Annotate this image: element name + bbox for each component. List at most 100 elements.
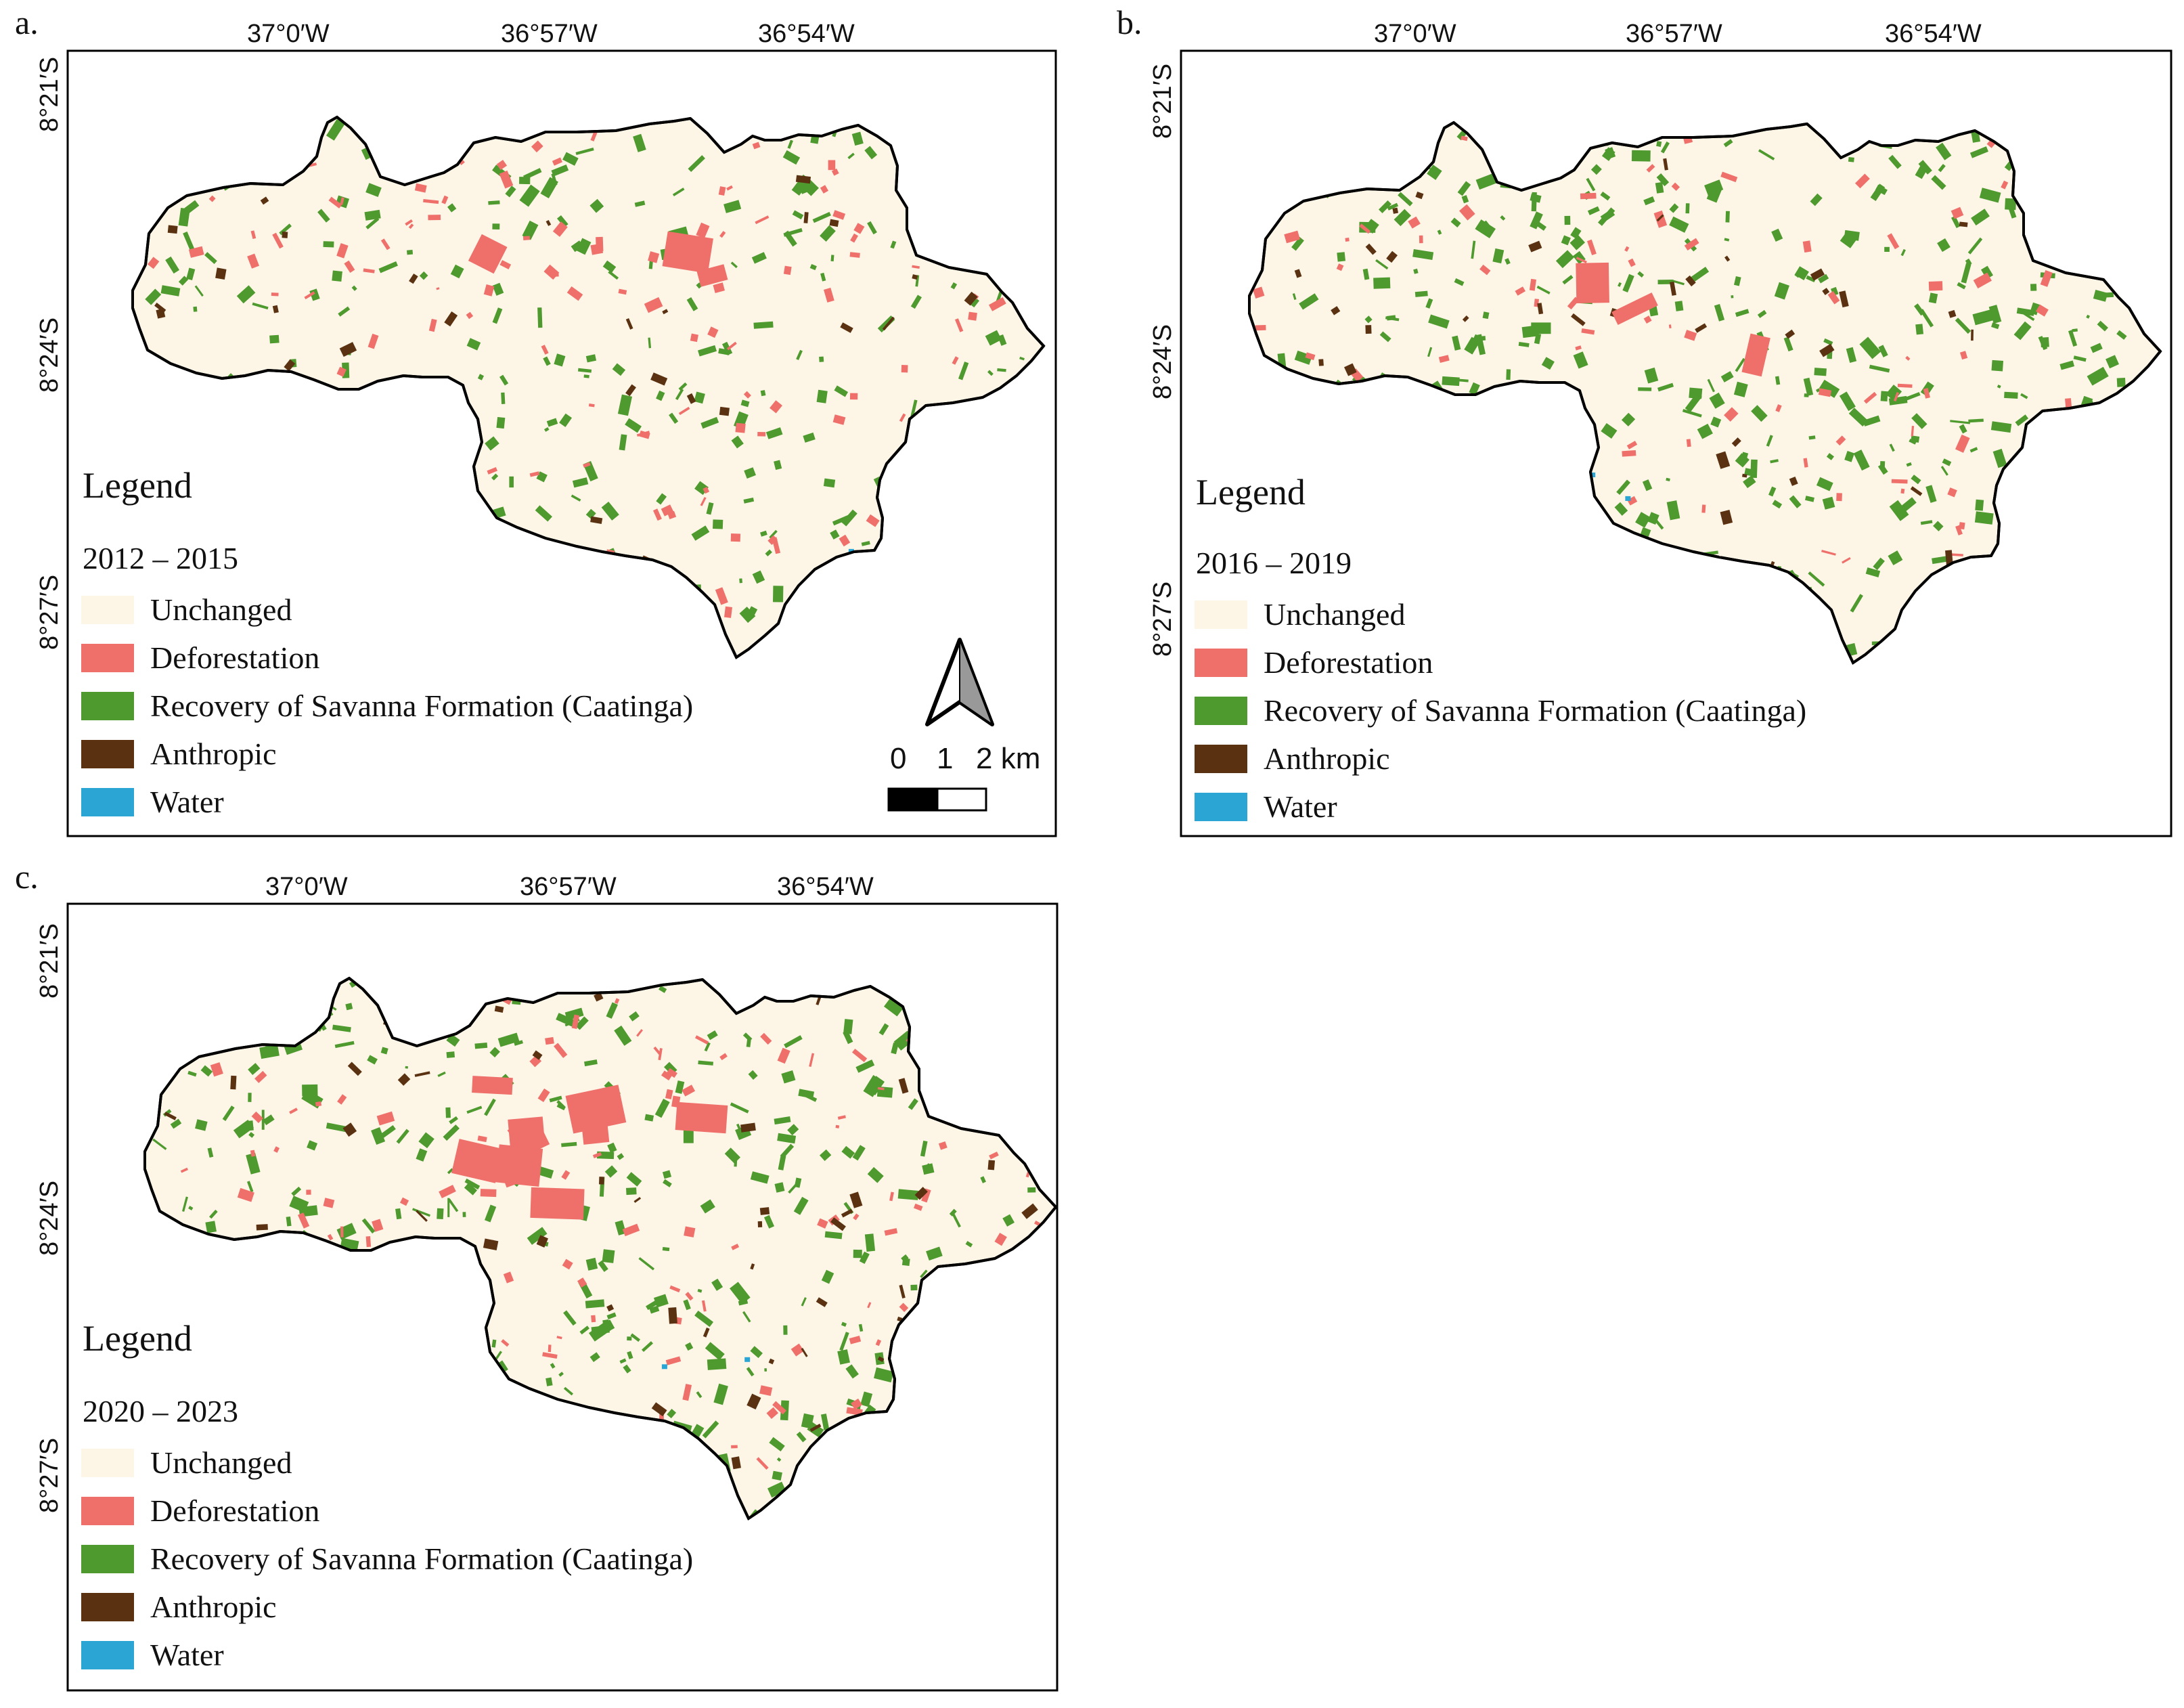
anthropic-patch	[809, 1424, 822, 1432]
recovery-patch	[1889, 443, 1895, 452]
recovery-patch	[367, 1055, 378, 1065]
recovery-patch	[1642, 479, 1653, 491]
deforestation-patch	[614, 998, 620, 1004]
deforestation-patch	[1686, 439, 1691, 447]
recovery-patch	[1292, 293, 1297, 301]
recovery-patch	[1461, 195, 1469, 204]
recovery-patch	[713, 519, 723, 529]
deforestation-patch	[731, 1244, 740, 1250]
recovery-patch	[742, 1311, 751, 1323]
recovery-patch	[816, 389, 828, 403]
deforestation-patch	[867, 1302, 872, 1309]
recovery-patch	[2040, 336, 2049, 348]
recovery-patch	[1859, 336, 1881, 359]
recovery-patch	[1394, 209, 1412, 227]
recovery-patch	[1481, 336, 1486, 341]
deforestation-patch	[2036, 304, 2049, 317]
recovery-patch	[1971, 131, 1981, 143]
anthropic-patch	[877, 1356, 885, 1363]
recovery-patch	[236, 285, 256, 304]
recovery-patch	[1638, 387, 1652, 391]
lon-label: 36°54′W	[777, 873, 874, 901]
recovery-patch	[861, 541, 870, 546]
recovery-patch	[579, 1326, 590, 1335]
recovery-patch	[1631, 150, 1651, 162]
anthropic-patch	[816, 996, 822, 1005]
recovery-patch	[731, 435, 744, 449]
anthropic-patch	[912, 274, 918, 280]
recovery-patch	[878, 1023, 889, 1036]
recovery-patch	[2013, 321, 2032, 341]
deforestation-patch	[1720, 171, 1738, 183]
recovery-patch	[1475, 173, 1498, 190]
recovery-patch	[334, 1041, 355, 1049]
deforestation-patch	[1894, 392, 1900, 402]
recovery-patch	[2090, 343, 2103, 353]
anthropic-patch	[1724, 255, 1731, 262]
recovery-patch	[1758, 149, 1775, 160]
deforestation-patch	[1622, 450, 1636, 457]
deforestation-patch	[678, 406, 690, 416]
map-panel-b: Legend 2016 – 2019 Unchanged Deforestatio…	[1180, 49, 2172, 837]
deforestation-patch	[1701, 504, 1706, 513]
recovery-patch	[509, 476, 514, 488]
recovery-patch	[1997, 385, 2001, 389]
recovery-patch	[1819, 379, 1840, 398]
recovery-patch	[627, 1351, 633, 1359]
recovery-patch	[788, 1180, 801, 1194]
recovery-patch	[1775, 376, 1781, 385]
anthropic-patch	[625, 384, 636, 397]
recovery-patch	[859, 1251, 870, 1264]
lat-label: 8°21′S	[1149, 64, 1177, 139]
deforestation-patch	[336, 366, 347, 377]
recovery-patch	[617, 394, 633, 416]
deforestation-patch	[1586, 239, 1597, 256]
deforestation-patch	[899, 413, 906, 422]
deforestation-patch	[441, 195, 449, 204]
deforestation-patch	[851, 1049, 868, 1062]
anthropic-patch	[668, 1307, 677, 1324]
scale-label-2: 2 km	[976, 742, 1040, 775]
recovery-patch	[659, 985, 667, 993]
recovery-patch	[774, 460, 782, 470]
recovery-patch	[1707, 378, 1715, 393]
recovery-patch	[625, 418, 642, 433]
recovery-patch	[691, 525, 710, 541]
anthropic-patch	[801, 1348, 808, 1357]
recovery-patch	[1724, 238, 1730, 242]
deforestation-patch	[824, 288, 834, 303]
recovery-patch	[1906, 462, 1912, 467]
legend-items: Unchanged Deforestation Recovery of Savann…	[81, 1445, 693, 1672]
recovery-patch	[378, 261, 398, 273]
recovery-patch	[1689, 387, 1703, 399]
deforestation-patch	[846, 1407, 863, 1416]
recovery-patch	[233, 1120, 254, 1139]
recovery-patch	[1412, 249, 1434, 260]
recovery-patch	[843, 1019, 853, 1034]
recovery-patch	[1918, 160, 1932, 175]
recovery-patch	[307, 1140, 318, 1151]
deforestation-patch	[328, 196, 342, 209]
recovery-patch	[765, 549, 772, 556]
recovery-patch	[522, 220, 539, 240]
deforestation-patch	[875, 1339, 882, 1346]
panel-letter-c: c.	[15, 858, 39, 896]
deforestation-patch	[685, 1292, 694, 1301]
anthropic-patch	[154, 302, 166, 313]
deforestation-patch	[237, 1187, 254, 1202]
deforestation-patch	[921, 1188, 931, 1203]
deforestation-patch	[1855, 173, 1870, 189]
recovery-patch	[1880, 391, 1888, 401]
deforestation-patch	[853, 223, 865, 234]
recovery-patch	[491, 473, 499, 481]
recovery-patch	[638, 1257, 655, 1271]
recovery-patch	[1840, 232, 1856, 248]
recovery-patch	[309, 288, 320, 301]
recovery-patch	[1979, 188, 2001, 203]
deforestation-patch	[1419, 235, 1423, 244]
recovery-patch	[867, 221, 877, 235]
recovery-patch	[615, 1220, 627, 1235]
recovery-patch	[704, 1042, 711, 1052]
recovery-patch	[812, 211, 831, 223]
recovery-patch	[730, 1102, 749, 1114]
